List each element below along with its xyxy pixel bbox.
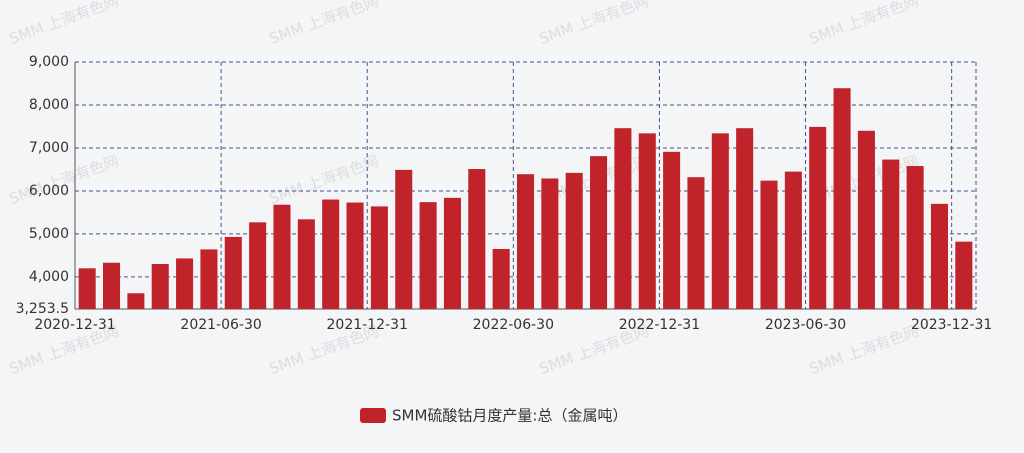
bar bbox=[638, 133, 656, 309]
y-tick-label: 3,253.5 bbox=[16, 301, 69, 317]
watermark: SMM 上海有色网 bbox=[7, 0, 121, 48]
legend-swatch bbox=[360, 408, 386, 423]
watermark: SMM 上海有色网 bbox=[537, 0, 651, 48]
y-tick-label: 9,000 bbox=[29, 54, 69, 70]
bar bbox=[906, 166, 924, 309]
bar bbox=[833, 88, 851, 309]
bar bbox=[200, 249, 218, 309]
bar bbox=[590, 156, 608, 309]
bar bbox=[736, 128, 754, 309]
bar bbox=[930, 203, 948, 309]
bar bbox=[224, 236, 242, 309]
bar bbox=[565, 172, 583, 309]
legend-label: SMM硫酸钴月度产量:总（金属吨） bbox=[392, 407, 627, 425]
bar bbox=[468, 169, 486, 309]
bar bbox=[419, 202, 437, 309]
bar bbox=[663, 151, 681, 309]
bar bbox=[176, 258, 194, 309]
x-tick-label: 2021-06-30 bbox=[180, 317, 261, 333]
bar bbox=[711, 133, 729, 309]
bar bbox=[492, 248, 510, 309]
bar bbox=[273, 204, 291, 309]
bar bbox=[687, 177, 705, 309]
x-tick-label: 2023-06-30 bbox=[765, 317, 846, 333]
bar bbox=[151, 264, 169, 309]
bar bbox=[760, 180, 778, 309]
bar bbox=[955, 241, 973, 309]
x-tick-label: 2022-06-30 bbox=[473, 317, 554, 333]
x-tick-label: 2023-12-31 bbox=[911, 317, 992, 333]
watermark: SMM 上海有色网 bbox=[807, 0, 921, 48]
bar bbox=[249, 222, 267, 309]
bar bbox=[614, 128, 632, 309]
bar bbox=[541, 178, 559, 309]
bar bbox=[346, 202, 364, 309]
watermark: SMM 上海有色网 bbox=[267, 0, 381, 48]
y-tick-label: 8,000 bbox=[29, 97, 69, 113]
bar bbox=[516, 174, 535, 309]
bar bbox=[370, 206, 388, 309]
y-tick-label: 4,000 bbox=[29, 269, 69, 285]
bar bbox=[857, 130, 875, 309]
bar bbox=[395, 169, 413, 309]
bar bbox=[443, 197, 461, 309]
watermark: SMM 上海有色网 bbox=[7, 152, 121, 208]
x-tick-label: 2021-12-31 bbox=[327, 317, 408, 333]
x-tick-label: 2022-12-31 bbox=[619, 317, 700, 333]
bar bbox=[103, 262, 121, 309]
bar bbox=[882, 159, 900, 309]
x-tick-label: 2020-12-31 bbox=[34, 317, 115, 333]
y-tick-label: 6,000 bbox=[29, 183, 69, 199]
watermark: SMM 上海有色网 bbox=[267, 152, 381, 208]
bar bbox=[322, 199, 340, 309]
bar bbox=[809, 126, 827, 309]
bar bbox=[127, 293, 145, 309]
y-tick-label: 7,000 bbox=[29, 140, 69, 156]
bar bbox=[784, 171, 802, 309]
y-tick-label: 5,000 bbox=[29, 226, 69, 242]
bar bbox=[297, 219, 315, 309]
bar bbox=[78, 268, 96, 309]
